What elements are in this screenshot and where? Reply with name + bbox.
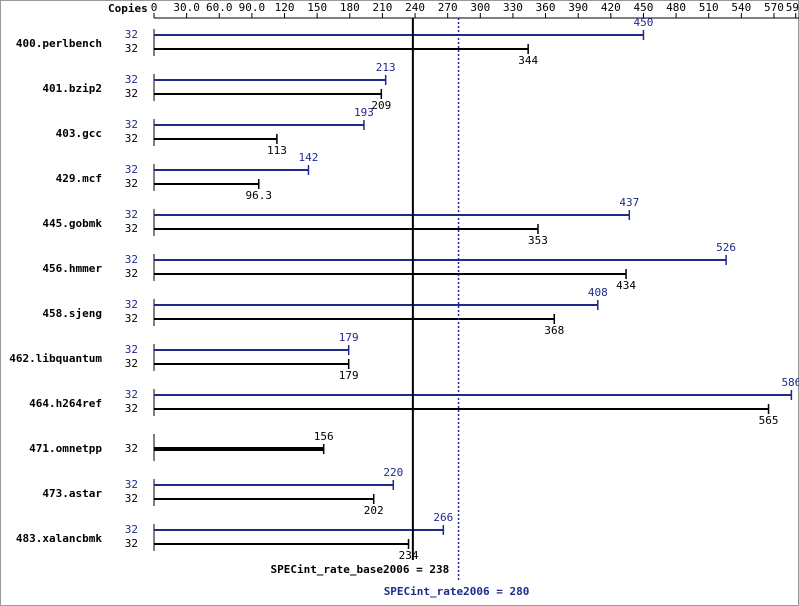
value-label: 179: [339, 331, 359, 344]
value-label: 202: [364, 504, 384, 517]
copies-label: 32: [125, 312, 138, 325]
x-tick-label: 150: [307, 1, 327, 14]
value-label: 408: [588, 286, 608, 299]
x-tick-label: 450: [634, 1, 654, 14]
copies-label: 32: [125, 73, 138, 86]
copies-label: 32: [125, 118, 138, 131]
x-tick-label: 120: [275, 1, 295, 14]
value-label: 450: [634, 16, 654, 29]
value-label: 344: [518, 54, 538, 67]
x-tick-label: 240: [405, 1, 425, 14]
copies-label: 32: [125, 537, 138, 550]
value-label: 209: [371, 99, 391, 112]
copies-label: 32: [125, 87, 138, 100]
value-label: 96.3: [245, 189, 272, 202]
copies-label: 32: [125, 478, 138, 491]
x-tick-label: 540: [731, 1, 751, 14]
copies-label: 32: [125, 357, 138, 370]
value-label: 353: [528, 234, 548, 247]
x-tick-label: 590: [786, 1, 799, 14]
x-tick-label: 390: [568, 1, 588, 14]
value-label: 565: [759, 414, 779, 427]
copies-label: 32: [125, 222, 138, 235]
benchmark-label: 473.astar: [42, 487, 102, 500]
benchmark-label: 483.xalancbmk: [16, 532, 102, 545]
copies-label: 32: [125, 298, 138, 311]
copies-label: 32: [125, 253, 138, 266]
x-tick-label: 300: [470, 1, 490, 14]
reference-label: SPECint_rate_base2006 = 238: [270, 563, 449, 576]
value-label: 220: [383, 466, 403, 479]
x-tick-label: 570: [764, 1, 784, 14]
x-tick-label: 30.0: [173, 1, 200, 14]
x-tick-label: 510: [699, 1, 719, 14]
benchmark-label: 403.gcc: [56, 127, 102, 140]
value-label: 437: [619, 196, 639, 209]
benchmark-label: 445.gobmk: [42, 217, 102, 230]
benchmark-label: 458.sjeng: [42, 307, 102, 320]
benchmark-label: 462.libquantum: [9, 352, 102, 365]
benchmark-label: 401.bzip2: [42, 82, 102, 95]
axis-header: Copies: [108, 2, 148, 15]
x-tick-label: 0: [151, 1, 158, 14]
copies-label: 32: [125, 402, 138, 415]
copies-label: 32: [125, 523, 138, 536]
value-label: 434: [616, 279, 636, 292]
benchmark-label: 429.mcf: [56, 172, 102, 185]
copies-label: 32: [125, 492, 138, 505]
value-label: 586: [781, 376, 799, 389]
copies-label: 32: [125, 343, 138, 356]
x-tick-label: 210: [372, 1, 392, 14]
x-tick-label: 420: [601, 1, 621, 14]
copies-label: 32: [125, 388, 138, 401]
copies-label: 32: [125, 442, 138, 455]
copies-label: 32: [125, 28, 138, 41]
value-label: 179: [339, 369, 359, 382]
x-tick-label: 60.0: [206, 1, 233, 14]
copies-label: 32: [125, 208, 138, 221]
x-tick-label: 180: [340, 1, 360, 14]
benchmark-label: 456.hmmer: [42, 262, 102, 275]
value-label: 142: [299, 151, 319, 164]
benchmark-label: 464.h264ref: [29, 397, 102, 410]
x-tick-label: 360: [536, 1, 556, 14]
value-label: 368: [544, 324, 564, 337]
benchmark-label: 400.perlbench: [16, 37, 102, 50]
copies-label: 32: [125, 177, 138, 190]
value-label: 526: [716, 241, 736, 254]
value-label: 266: [433, 511, 453, 524]
copies-label: 32: [125, 163, 138, 176]
value-label: 234: [399, 549, 419, 562]
x-tick-label: 90.0: [239, 1, 266, 14]
x-tick-label: 270: [438, 1, 458, 14]
value-label: 213: [376, 61, 396, 74]
copies-label: 32: [125, 42, 138, 55]
copies-label: 32: [125, 132, 138, 145]
x-tick-label: 480: [666, 1, 686, 14]
x-tick-label: 330: [503, 1, 523, 14]
value-label: 156: [314, 430, 334, 443]
value-label: 193: [354, 106, 374, 119]
copies-label: 32: [125, 267, 138, 280]
benchmark-label: 471.omnetpp: [29, 442, 102, 455]
reference-label: SPECint_rate2006 = 280: [384, 585, 530, 598]
value-label: 113: [267, 144, 287, 157]
